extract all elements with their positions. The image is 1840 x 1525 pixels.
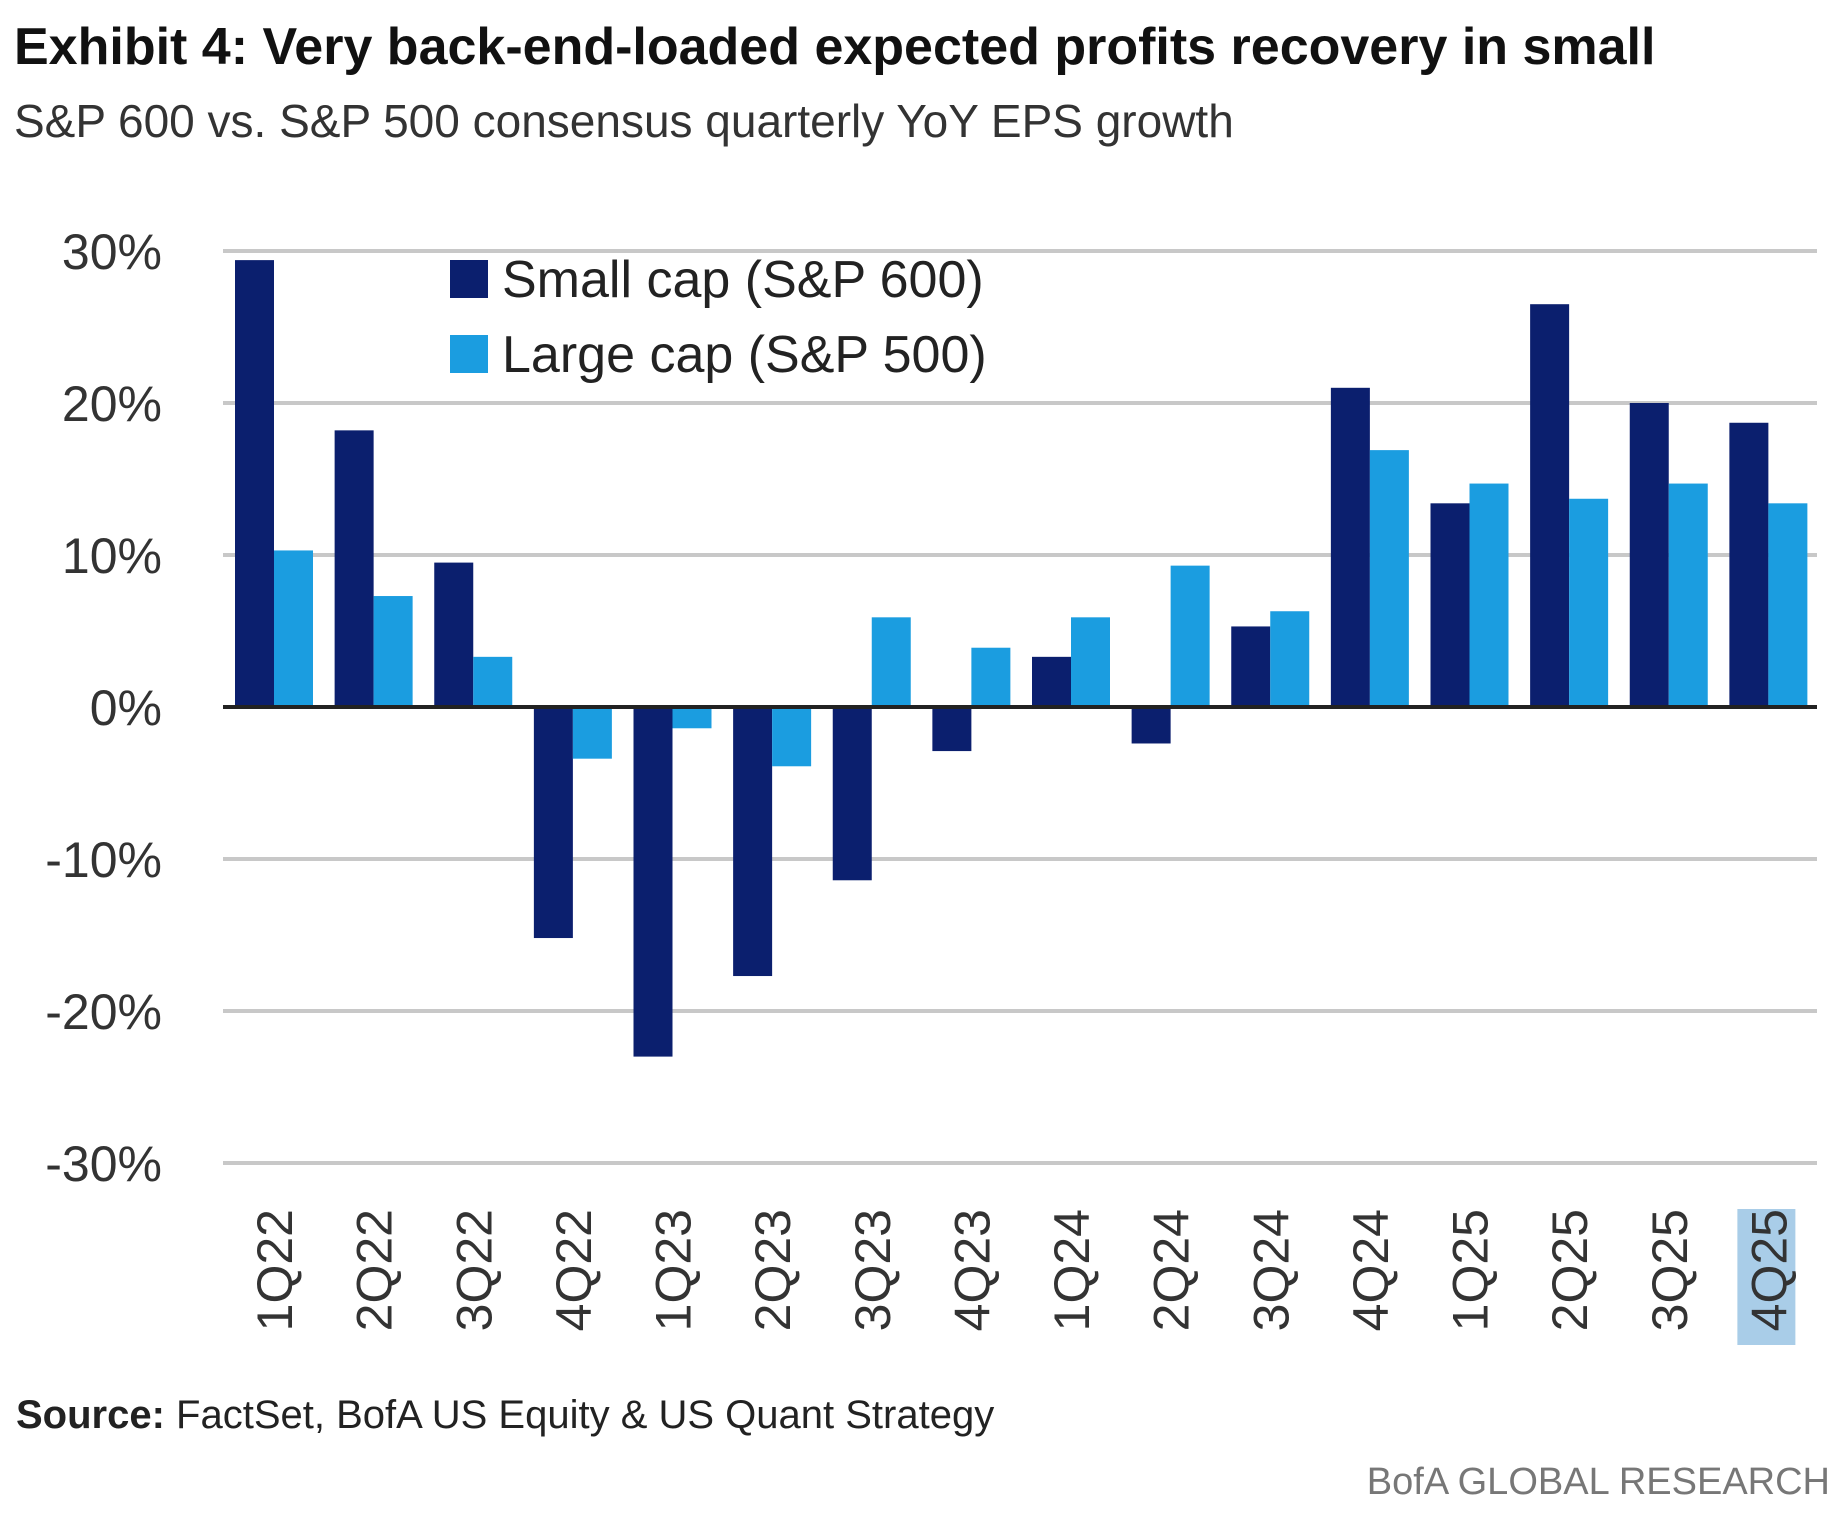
x-tick-label: 2Q23 [745, 1209, 801, 1331]
y-axis-ticks: 30% 20% 10% 0% -10% -20% -30% [45, 224, 162, 1192]
x-tick-label: 4Q23 [944, 1209, 1000, 1331]
x-tick-label: 1Q22 [247, 1209, 303, 1331]
bar-small-cap-4Q25 [1729, 422, 1769, 707]
bar-large-cap-3Q22 [473, 656, 513, 707]
bar-large-cap-4Q25 [1768, 503, 1808, 707]
x-tick-label: 4Q24 [1343, 1209, 1399, 1331]
bar-small-cap-1Q24 [1032, 656, 1071, 707]
source-text: FactSet, BofA US Equity & US Quant Strat… [165, 1393, 994, 1437]
x-tick-label: 1Q25 [1443, 1209, 1499, 1331]
bar-small-cap-1Q25 [1430, 503, 1470, 707]
bar-large-cap-1Q25 [1469, 483, 1509, 707]
y-tick-label: 20% [62, 376, 162, 432]
bar-small-cap-1Q23 [633, 707, 673, 1057]
x-tick-highlight [1737, 1209, 1796, 1345]
y-tick-label: -10% [45, 832, 162, 888]
source-label: Source: [16, 1393, 165, 1437]
y-tick-label: -20% [45, 984, 162, 1040]
legend-swatch-large-cap [450, 335, 488, 373]
bar-small-cap-3Q25 [1629, 403, 1669, 707]
bar-small-cap-3Q22 [434, 562, 474, 707]
bar-small-cap-3Q24 [1231, 626, 1271, 707]
y-tick-label: 10% [62, 528, 162, 584]
bar-large-cap-1Q23 [672, 707, 712, 729]
bar-large-cap-2Q24 [1170, 565, 1210, 707]
bar-large-cap-1Q24 [1071, 617, 1110, 707]
x-tick-label: 3Q23 [845, 1209, 901, 1331]
bar-large-cap-2Q25 [1569, 498, 1609, 707]
y-tick-label: -30% [45, 1136, 162, 1192]
x-tick-label: 2Q24 [1144, 1209, 1200, 1331]
bar-large-cap-3Q24 [1270, 611, 1310, 707]
bar-large-cap-2Q23 [772, 707, 812, 767]
legend: Small cap (S&P 600) Large cap (S&P 500) [450, 251, 987, 384]
y-tick-label: 30% [62, 224, 162, 280]
bar-small-cap-1Q22 [235, 260, 274, 707]
bar-small-cap-3Q23 [832, 707, 872, 881]
bars [235, 260, 1808, 1057]
source-note: Source: FactSet, BofA US Equity & US Qua… [16, 1393, 994, 1437]
bar-large-cap-4Q24 [1369, 450, 1409, 707]
bar-small-cap-4Q22 [533, 707, 573, 939]
x-tick-label: 4Q25 [1741, 1209, 1797, 1331]
bar-large-cap-3Q23 [871, 617, 911, 707]
y-tick-label: 0% [90, 680, 162, 736]
x-tick-label: 4Q22 [546, 1209, 602, 1331]
chart-subtitle: S&P 600 vs. S&P 500 consensus quarterly … [14, 95, 1234, 147]
bar-large-cap-4Q23 [971, 647, 1011, 707]
bar-small-cap-4Q23 [932, 707, 972, 752]
bar-large-cap-3Q25 [1668, 483, 1708, 707]
x-tick-label: 3Q22 [446, 1209, 502, 1331]
bar-large-cap-4Q22 [572, 707, 612, 759]
bar-small-cap-4Q24 [1330, 387, 1370, 707]
bar-small-cap-2Q23 [733, 707, 773, 977]
legend-swatch-small-cap [450, 260, 488, 298]
x-tick-label: 1Q23 [646, 1209, 702, 1331]
gridlines [223, 249, 1817, 1165]
bar-large-cap-1Q22 [274, 550, 313, 707]
x-axis-ticks: 1Q22 2Q22 3Q22 4Q22 1Q23 2Q23 3Q23 4Q23 1Q24 2Q24… [247, 1209, 1797, 1345]
legend-label-large-cap: Large cap (S&P 500) [502, 326, 987, 384]
x-tick-label: 3Q25 [1642, 1209, 1698, 1331]
x-tick-label: 1Q24 [1044, 1209, 1100, 1331]
footer-brand: BofA GLOBAL RESEARCH [1367, 1461, 1830, 1503]
x-tick-label: 2Q25 [1542, 1209, 1598, 1331]
bar-large-cap-2Q22 [373, 596, 413, 707]
x-tick-label: 3Q24 [1243, 1209, 1299, 1331]
legend-label-small-cap: Small cap (S&P 600) [502, 251, 984, 309]
bar-small-cap-2Q22 [334, 430, 374, 707]
x-tick-label: 2Q22 [347, 1209, 403, 1331]
bar-small-cap-2Q25 [1530, 304, 1570, 707]
chart-title: Exhibit 4: Very back-end-loaded expected… [14, 18, 1655, 76]
bar-small-cap-2Q24 [1131, 707, 1171, 744]
